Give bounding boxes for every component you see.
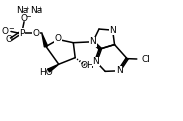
Text: +: +: [24, 6, 29, 11]
Text: N: N: [89, 37, 96, 46]
Text: P: P: [20, 29, 25, 38]
Text: N: N: [109, 26, 116, 35]
Text: HO: HO: [39, 68, 53, 77]
Text: Na: Na: [30, 6, 42, 15]
Text: Cl: Cl: [141, 54, 150, 64]
Text: O: O: [55, 34, 62, 43]
Text: N: N: [116, 66, 122, 75]
Text: N: N: [92, 57, 99, 66]
Polygon shape: [42, 33, 48, 47]
Text: +: +: [38, 6, 42, 11]
Text: −: −: [8, 26, 14, 32]
Text: O: O: [32, 29, 39, 38]
Text: O: O: [1, 27, 9, 36]
Text: OH: OH: [80, 61, 94, 70]
Text: Na: Na: [16, 6, 28, 15]
Polygon shape: [48, 64, 59, 72]
Text: O: O: [20, 14, 28, 23]
Text: O: O: [5, 35, 12, 44]
Text: −: −: [25, 14, 31, 20]
